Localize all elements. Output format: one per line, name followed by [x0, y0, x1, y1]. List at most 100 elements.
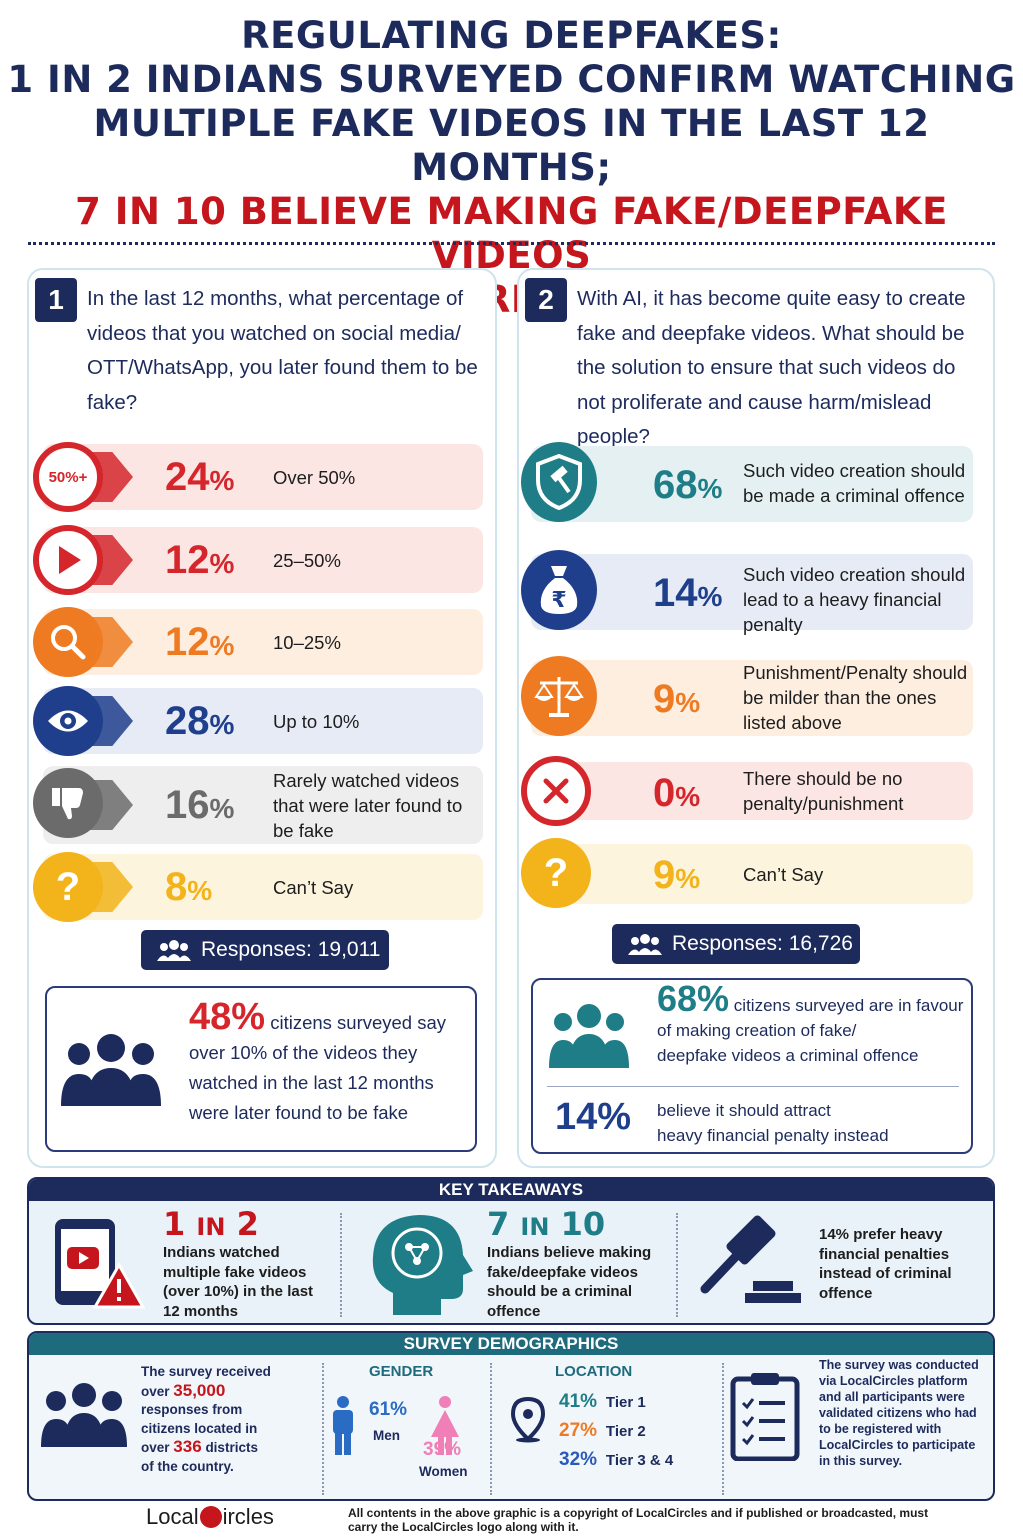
summary-box: 68% citizens surveyed are in favour of m…	[531, 978, 973, 1154]
separator	[676, 1213, 678, 1317]
takeaway-2-stat: 7 IN 10	[487, 1205, 606, 1243]
survey-note: The survey was conducted via LocalCircle…	[819, 1358, 979, 1468]
answer-row: ₹ 14% Such video creation should lead to…	[521, 550, 973, 635]
copyright-note: All contents in the above graphic is a c…	[348, 1506, 929, 1534]
location-title: LOCATION	[555, 1363, 633, 1380]
answer-label: Up to 10%	[273, 711, 360, 732]
question-number: 1	[35, 278, 77, 322]
answer-label: Can’t Say	[273, 877, 354, 898]
answer-percent: 12%	[165, 620, 235, 664]
ai-head-icon	[372, 1215, 473, 1315]
separator	[722, 1363, 724, 1495]
answer-row: 12% 10–25%	[33, 607, 483, 677]
tier-row: 41% Tier 1	[559, 1391, 646, 1412]
title-line-4: 7 IN 10 BELIEVE MAKING FAKE/DEEPFAKE VID…	[75, 190, 948, 277]
scales-icon	[521, 656, 597, 736]
answer-percent: 8%	[165, 865, 213, 909]
location-pin-icon	[511, 1397, 545, 1443]
summary-percent: 48%	[189, 996, 266, 1038]
answer-row: 28% Up to 10%	[33, 686, 483, 756]
money-bag-icon: ₹	[521, 550, 597, 630]
answer-row: 0% There should be no penalty/punishment	[521, 756, 973, 826]
question-icon: ?	[521, 838, 591, 908]
summary-percent: 68%	[657, 978, 730, 1019]
localcircles-logo: Local ircles	[146, 1504, 274, 1529]
gender-title: GENDER	[369, 1363, 434, 1380]
takeaway-1-text: Indians watched multiple fake videos (ov…	[163, 1244, 314, 1320]
answer-percent: 12%	[165, 538, 235, 582]
takeaway-1-stat: 1 IN 2	[163, 1205, 259, 1243]
survey-demographics: SURVEY DEMOGRAPHICS The survey received …	[27, 1331, 995, 1501]
demographics-title: SURVEY DEMOGRAPHICS	[29, 1333, 993, 1355]
answer-label: Such video creation should be made a cri…	[743, 460, 966, 506]
phone-video-alert-icon	[55, 1219, 145, 1309]
answer-label: Such video creation should lead to a hea…	[743, 564, 966, 635]
responses-badge: Responses: 16,726	[612, 924, 860, 964]
men-label: Men	[373, 1428, 400, 1443]
question-2-panel: 2 With AI, it has become quite easy to c…	[517, 268, 995, 1168]
clipboard-icon	[730, 1373, 800, 1461]
title-line-1: REGULATING DEEPFAKES:	[241, 14, 782, 57]
men-percent: 61%	[369, 1399, 408, 1420]
tier-row: 27% Tier 2	[559, 1420, 646, 1441]
people-icon	[628, 934, 662, 955]
separator	[340, 1213, 342, 1317]
answer-row: 16% Rarely watched videos that were late…	[33, 766, 483, 844]
gavel-icon	[700, 1215, 801, 1303]
answer-label: 10–25%	[273, 632, 341, 653]
summary2-percent: 14%	[555, 1096, 632, 1138]
answer-percent: 14%	[653, 571, 723, 615]
answer-percent: 0%	[653, 771, 701, 815]
svg-text:₹: ₹	[551, 588, 566, 613]
answer-label: Rarely watched videos that were later fo…	[273, 770, 463, 841]
answer-row: 9% Punishment/Penalty should be milder t…	[521, 656, 973, 736]
people-group-icon	[549, 1004, 629, 1068]
people-group-icon	[61, 1034, 161, 1106]
people-icon	[157, 940, 191, 961]
districts-total: 336	[173, 1437, 202, 1456]
question-number: 2	[525, 278, 567, 322]
answer-percent: 9%	[653, 853, 701, 897]
title-line-3: MULTIPLE FAKE VIDEOS IN THE LAST 12 MONT…	[93, 102, 930, 189]
question-text: In the last 12 months, what percentage o…	[87, 287, 478, 414]
man-icon	[333, 1396, 353, 1455]
logo-circle-icon	[199, 1506, 222, 1528]
takeaway-3-text: 14% prefer heavy financial penalties ins…	[819, 1226, 952, 1302]
answer-label: Punishment/Penalty should be milder than…	[743, 662, 968, 733]
tier-row: 32% Tier 3 & 4	[559, 1449, 674, 1470]
responses-count: Responses: 19,011	[201, 938, 381, 961]
cross-icon	[521, 756, 591, 826]
responses-total: 35,000	[173, 1380, 226, 1400]
answer-percent: 16%	[165, 783, 235, 827]
separator	[322, 1363, 324, 1495]
question-1-panel: 1 In the last 12 months, what percentage…	[27, 268, 497, 1168]
summary-text: 48% citizens surveyed say over 10% of th…	[189, 996, 447, 1123]
answer-percent: 9%	[653, 677, 701, 721]
location-tiers: 41% Tier 1 27% Tier 2 32% Tier 3 & 4	[559, 1391, 739, 1478]
responses-description: The survey received over 35,000 response…	[141, 1364, 271, 1474]
summary2-text: believe it should attract heavy financia…	[657, 1101, 889, 1145]
responses-badge: Responses: 19,011	[141, 930, 389, 970]
answer-row: ? 9% Can’t Say	[521, 838, 973, 908]
responses-count: Responses: 16,726	[672, 932, 853, 955]
women-percent: 39%	[423, 1439, 462, 1460]
answer-label: Can’t Say	[743, 864, 824, 885]
key-takeaways: KEY TAKEAWAYS 1 IN 2 Indians watched mul…	[27, 1177, 995, 1325]
summary-text: 68% citizens surveyed are in favour of m…	[657, 978, 964, 1066]
answer-percent: 68%	[653, 463, 723, 507]
answer-label: Over 50%	[273, 467, 356, 488]
summary-box: 48% citizens surveyed say over 10% of th…	[45, 986, 477, 1152]
separator	[490, 1363, 492, 1495]
woman-icon	[431, 1396, 459, 1455]
key-takeaways-title: KEY TAKEAWAYS	[29, 1179, 993, 1201]
dotted-divider	[28, 242, 995, 245]
answer-row: 50%+ 24% Over 50%	[33, 442, 483, 512]
women-label: Women	[419, 1464, 468, 1479]
question-text: With AI, it has become quite easy to cre…	[577, 287, 966, 448]
answer-row: 68% Such video creation should be made a…	[521, 442, 973, 522]
answer-row: 12% 25–50%	[33, 525, 483, 595]
title-line-2: 1 IN 2 INDIANS SURVEYED CONFIRM WATCHING	[7, 58, 1016, 101]
answer-label: 25–50%	[273, 550, 341, 571]
divider	[547, 1086, 959, 1087]
answer-percent: 28%	[165, 699, 235, 743]
